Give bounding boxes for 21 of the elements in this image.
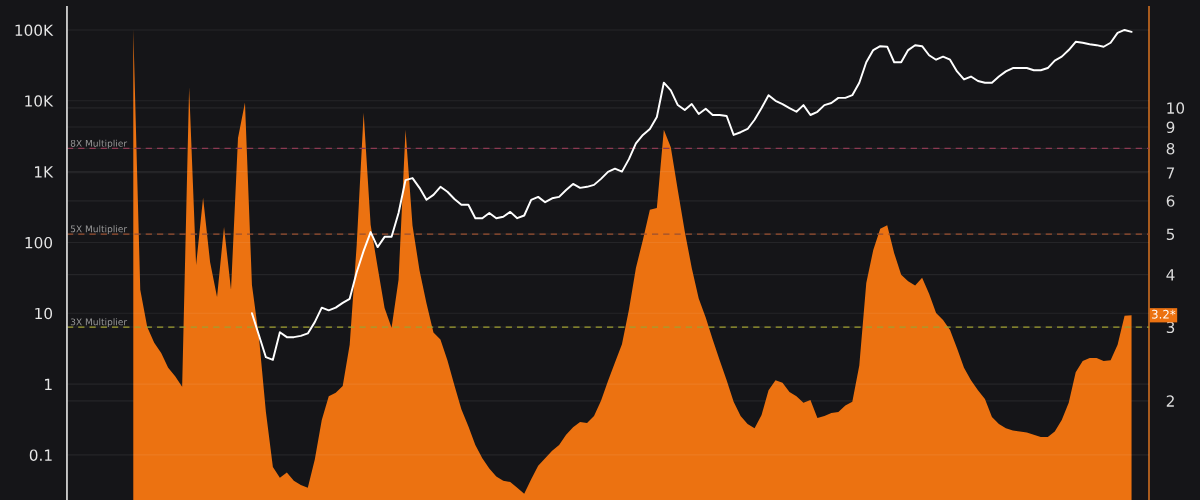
- ref-line-label: 5X Multiplier: [70, 225, 128, 235]
- y-tick-label: 6: [1166, 195, 1175, 207]
- ref-line-label: 3X Multiplier: [70, 318, 128, 328]
- y-tick-label: 5: [1166, 228, 1175, 241]
- y-tick-label: 4: [1166, 269, 1175, 281]
- line-series: [250, 29, 1133, 361]
- y-tick-label: 1: [45, 378, 52, 390]
- y-tick-label: 0.1: [29, 449, 52, 461]
- y-tick-label: 100K: [15, 24, 54, 36]
- y-tick-label: 8: [1166, 142, 1175, 155]
- y-tick-label: 100: [25, 236, 53, 249]
- ref-line-label: 8X Multiplier: [70, 139, 128, 149]
- y-tick-label: 10: [35, 307, 53, 320]
- y-tick-label: 1K: [35, 166, 54, 178]
- text: 3.2*: [1151, 309, 1176, 319]
- y-tick-label: 7: [1166, 167, 1175, 179]
- y-tick-label: 3: [1166, 321, 1175, 334]
- y-tick-label: 10: [1167, 102, 1185, 114]
- y-tick-label: 10K: [25, 95, 54, 107]
- y-tick-label: 9: [1166, 121, 1175, 134]
- y-tick-label: 2: [1166, 395, 1174, 407]
